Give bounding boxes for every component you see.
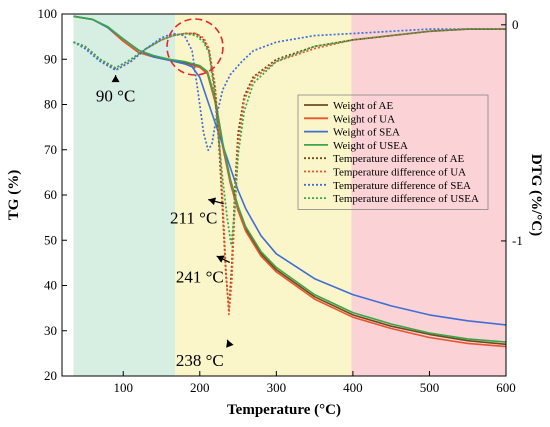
y-axis-left-label: TG (%): [6, 170, 22, 220]
y-left-tick-label: 90: [44, 51, 57, 66]
annotation-arrowhead-1: [111, 75, 120, 83]
series-line-8: [73, 28, 506, 247]
y-left-tick-label: 20: [44, 368, 57, 383]
y-right-tick-label: -1: [512, 233, 523, 248]
x-tick-label: 200: [190, 380, 210, 395]
series-line-6: [73, 28, 506, 316]
legend-label-8: Temperature difference of USEA: [333, 193, 479, 205]
series-line-7: [73, 28, 506, 152]
legend-label-5: Temperature difference of AE: [333, 153, 465, 165]
y-left-tick-label: 30: [44, 323, 57, 338]
annotation-arrowhead-4: [226, 339, 234, 348]
y-left-tick-label: 40: [44, 278, 57, 293]
highlight-circle: [166, 18, 224, 76]
x-tick-label: 400: [343, 380, 363, 395]
x-tick-label: 300: [267, 380, 287, 395]
x-tick-label: 500: [420, 380, 440, 395]
y-left-tick-label: 70: [44, 142, 57, 157]
y-left-tick-label: 100: [38, 6, 58, 21]
legend-label-3: Weight of SEA: [333, 127, 400, 139]
y-left-tick-label: 50: [44, 232, 57, 247]
legend-label-4: Weight of USEA: [333, 140, 408, 152]
annotation-arrowhead-2: [208, 197, 217, 206]
legend-label-6: Temperature difference of UA: [333, 167, 466, 179]
annotation-label-3: 241 °C: [176, 267, 224, 286]
legend-label-1: Weight of AE: [333, 100, 393, 112]
annotation-label-4: 238 °C: [176, 351, 224, 370]
annotation-arrowhead-3: [216, 255, 225, 263]
legend-label-7: Temperature difference of SEA: [333, 180, 471, 192]
annotation-label-1: 90 °C: [96, 86, 135, 105]
y-axis-right-label: DTG (%/°C): [528, 154, 544, 236]
x-axis-label: Temperature (°C): [227, 402, 341, 418]
y-left-tick-label: 60: [44, 187, 57, 202]
annotation-label-2: 211 °C: [170, 209, 217, 228]
y-left-tick-label: 80: [44, 97, 57, 112]
shaded-region-3: [351, 14, 506, 376]
x-tick-label: 100: [113, 380, 133, 395]
legend-label-2: Weight of UA: [333, 113, 395, 125]
legend-box: [297, 94, 489, 210]
y-right-tick-label: 0: [512, 17, 519, 32]
shaded-region-1: [73, 14, 176, 376]
x-tick-label: 600: [496, 380, 516, 395]
series-line-4: [73, 15, 507, 343]
